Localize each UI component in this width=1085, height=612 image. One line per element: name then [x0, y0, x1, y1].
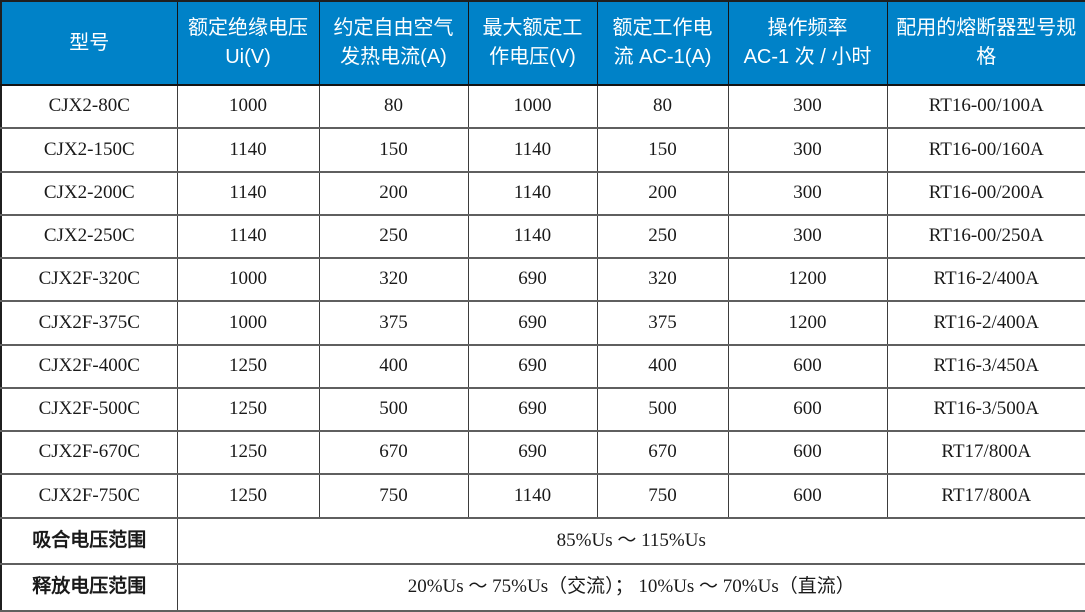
- value-cell: 400: [596, 343, 729, 389]
- value-cell: 1000: [467, 83, 598, 130]
- value-cell: 1000: [176, 83, 320, 130]
- value-cell: 1140: [467, 213, 598, 260]
- value-cell: 1140: [467, 473, 598, 519]
- value-cell: 320: [596, 257, 729, 303]
- value-cell: 600: [727, 473, 888, 519]
- model-cell: CJX2-80C: [0, 83, 178, 130]
- col-header-operating-frequency: 操作频率 AC-1 次 / 小时: [727, 0, 888, 86]
- value-cell: RT16-00/100A: [886, 83, 1085, 130]
- model-cell: CJX2F-670C: [0, 430, 178, 476]
- value-cell: RT16-00/200A: [886, 170, 1085, 216]
- col-header-thermal-current: 约定自由空气发热电流(A): [318, 0, 469, 86]
- value-cell: 1250: [176, 386, 320, 433]
- value-cell: 320: [318, 257, 469, 303]
- value-cell: 690: [467, 300, 598, 346]
- value-cell: 375: [318, 300, 469, 346]
- col-header-insulation-voltage: 额定绝缘电压 Ui(V): [176, 0, 320, 86]
- value-cell: 600: [727, 430, 888, 476]
- value-cell: 1200: [727, 300, 888, 346]
- value-cell: 250: [318, 213, 469, 260]
- table-row: CJX2-150C 1140 150 1140 150 300 RT16-00/160A: [0, 127, 1085, 173]
- value-cell: RT16-3/500A: [886, 386, 1085, 433]
- value-cell: RT16-2/400A: [886, 300, 1085, 346]
- value-cell: 670: [596, 430, 729, 476]
- col-header-model: 型号: [0, 0, 178, 86]
- value-cell: 400: [318, 343, 469, 389]
- value-cell: RT16-3/450A: [886, 343, 1085, 389]
- footer-rows: 吸合电压范围 85%Us ～ 115%Us 释放电压范围 20%Us ～ 75%…: [0, 516, 1085, 612]
- col-header-working-current: 额定工作电流 AC-1(A): [596, 0, 729, 86]
- value-cell: 690: [467, 386, 598, 433]
- value-cell: RT17/800A: [886, 473, 1085, 519]
- value-cell: 600: [727, 343, 888, 389]
- value-cell: 1140: [176, 170, 320, 216]
- value-cell: 690: [467, 430, 598, 476]
- pickup-voltage-row: 吸合电压范围 85%Us ～ 115%Us: [0, 516, 1085, 566]
- col-header-max-working-voltage: 最大额定工作电压(V): [467, 0, 598, 86]
- pickup-voltage-value: 85%Us ～ 115%Us: [176, 516, 1085, 566]
- value-cell: 1250: [176, 473, 320, 519]
- value-cell: 250: [596, 213, 729, 260]
- value-cell: 200: [318, 170, 469, 216]
- col-header-fuse-spec: 配用的熔断器型号规格: [886, 0, 1085, 86]
- table-row: CJX2-80C 1000 80 1000 80 300 RT16-00/100A: [0, 83, 1085, 130]
- model-cell: CJX2F-400C: [0, 343, 178, 389]
- value-cell: 300: [727, 83, 888, 130]
- model-cell: CJX2F-750C: [0, 473, 178, 519]
- value-cell: 300: [727, 170, 888, 216]
- release-voltage-value: 20%Us ～ 75%Us（交流）； 10%Us ～ 70%Us（直流）: [176, 563, 1085, 612]
- value-cell: 200: [596, 170, 729, 216]
- model-cell: CJX2-150C: [0, 127, 178, 173]
- value-cell: 375: [596, 300, 729, 346]
- table-row: CJX2F-670C 1250 670 690 670 600 RT17/800A: [0, 430, 1085, 476]
- value-cell: RT16-2/400A: [886, 257, 1085, 303]
- value-cell: 150: [318, 127, 469, 173]
- value-cell: RT16-00/160A: [886, 127, 1085, 173]
- table-row: CJX2-250C 1140 250 1140 250 300 RT16-00/250A: [0, 213, 1085, 260]
- value-cell: 500: [596, 386, 729, 433]
- spec-rows: CJX2-80C 1000 80 1000 80 300 RT16-00/100A CJX2-…: [0, 83, 1085, 519]
- table-row: CJX2F-400C 1250 400 690 400 600 RT16-3/450A: [0, 343, 1085, 389]
- release-voltage-row: 释放电压范围 20%Us ～ 75%Us（交流）； 10%Us ～ 70%Us（…: [0, 563, 1085, 612]
- table-row: CJX2-200C 1140 200 1140 200 300 RT16-00/200A: [0, 170, 1085, 216]
- model-cell: CJX2F-320C: [0, 257, 178, 303]
- value-cell: RT16-00/250A: [886, 213, 1085, 260]
- value-cell: 1250: [176, 430, 320, 476]
- value-cell: 1140: [176, 127, 320, 173]
- table-row: CJX2F-320C 1000 320 690 320 1200 RT16-2/400A: [0, 257, 1085, 303]
- value-cell: 750: [596, 473, 729, 519]
- value-cell: 670: [318, 430, 469, 476]
- value-cell: 690: [467, 343, 598, 389]
- value-cell: 300: [727, 213, 888, 260]
- model-cell: CJX2-250C: [0, 213, 178, 260]
- value-cell: 600: [727, 386, 888, 433]
- value-cell: 80: [318, 83, 469, 130]
- table-row: CJX2F-500C 1250 500 690 500 600 RT16-3/500A: [0, 386, 1085, 433]
- pickup-voltage-label: 吸合电压范围: [0, 516, 178, 566]
- value-cell: 1200: [727, 257, 888, 303]
- table-row: CJX2F-750C 1250 750 1140 750 600 RT17/800A: [0, 473, 1085, 519]
- value-cell: RT17/800A: [886, 430, 1085, 476]
- header-row: 型号 额定绝缘电压 Ui(V) 约定自由空气发热电流(A) 最大额定工作电压(V…: [0, 0, 1085, 86]
- value-cell: 500: [318, 386, 469, 433]
- value-cell: 1140: [467, 127, 598, 173]
- value-cell: 1140: [467, 170, 598, 216]
- value-cell: 1250: [176, 343, 320, 389]
- value-cell: 150: [596, 127, 729, 173]
- model-cell: CJX2F-375C: [0, 300, 178, 346]
- value-cell: 80: [596, 83, 729, 130]
- table-row: CJX2F-375C 1000 375 690 375 1200 RT16-2/400A: [0, 300, 1085, 346]
- value-cell: 1000: [176, 257, 320, 303]
- release-voltage-label: 释放电压范围: [0, 563, 178, 612]
- value-cell: 750: [318, 473, 469, 519]
- model-cell: CJX2-200C: [0, 170, 178, 216]
- value-cell: 300: [727, 127, 888, 173]
- model-cell: CJX2F-500C: [0, 386, 178, 433]
- value-cell: 1140: [176, 213, 320, 260]
- value-cell: 690: [467, 257, 598, 303]
- value-cell: 1000: [176, 300, 320, 346]
